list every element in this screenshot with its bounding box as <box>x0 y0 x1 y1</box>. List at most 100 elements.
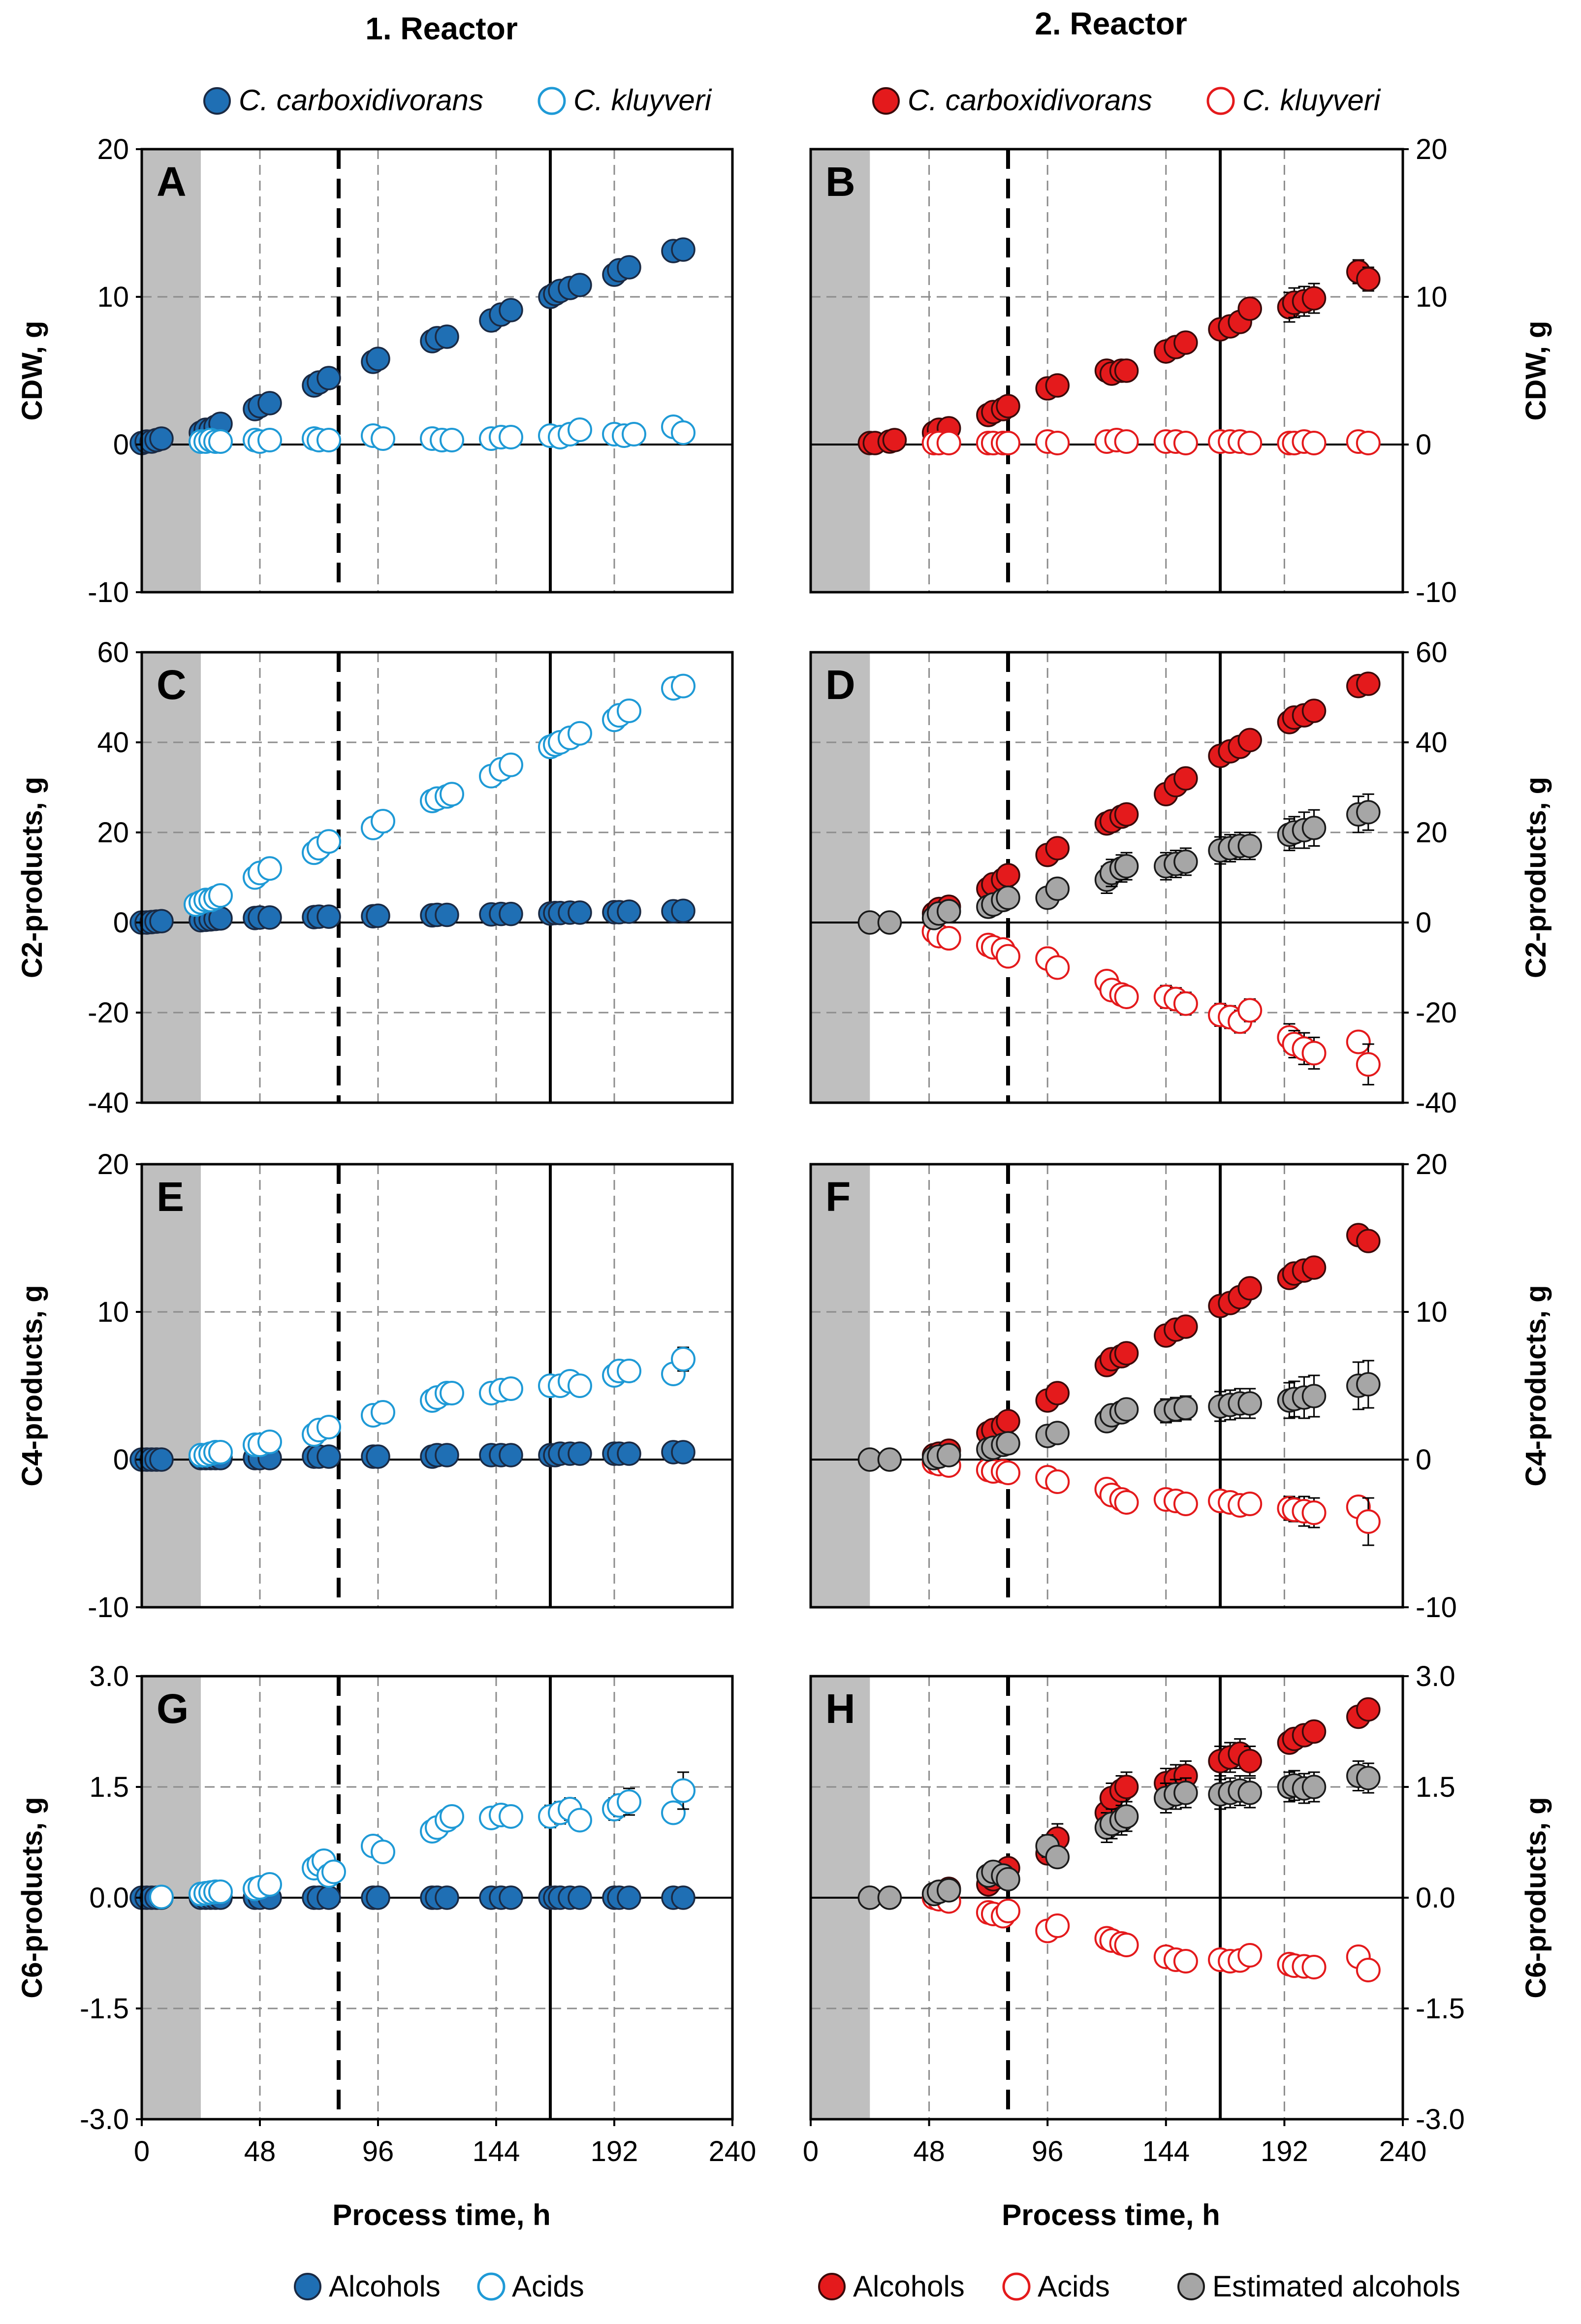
data-point <box>1173 1781 1198 1805</box>
data-point <box>671 1347 696 1371</box>
data-point <box>316 1444 341 1469</box>
legend-marker-estimated-alcohols-right <box>1177 2273 1205 2300</box>
shaded-region-f <box>811 1164 870 1607</box>
data-point <box>149 1447 174 1472</box>
data-point <box>499 425 523 449</box>
data-point <box>1356 671 1381 696</box>
data-point <box>440 1381 464 1405</box>
data-point <box>208 1440 233 1464</box>
data-point <box>257 1430 282 1454</box>
data-point <box>671 1440 696 1464</box>
data-point <box>996 1431 1020 1456</box>
data-point <box>1045 876 1070 901</box>
y-tick-label: 0 <box>113 1444 129 1476</box>
data-point <box>996 944 1020 969</box>
y-tick-label: 10 <box>1416 1296 1448 1328</box>
data-point <box>1045 1421 1070 1445</box>
y-tick-label: 20 <box>1416 133 1448 165</box>
data-point <box>1045 955 1070 980</box>
data-point <box>1356 1052 1381 1077</box>
data-point <box>371 1840 395 1864</box>
data-point <box>1173 766 1198 791</box>
panel-c: C -40 -20 0 20 40 60 C2-products, g <box>16 637 734 1119</box>
y-tick-label: 10 <box>1416 281 1448 313</box>
data-point <box>1114 1341 1139 1366</box>
panel-g: G -3.0 -1.5 0.0 1.5 3.0 C6-products, g 0 48 96 144… <box>16 1660 756 2167</box>
data-point <box>996 1461 1020 1485</box>
data-point <box>1045 836 1070 860</box>
data-point <box>366 903 390 928</box>
x-tick-label: 96 <box>1032 2135 1064 2167</box>
data-point <box>1356 1958 1381 1982</box>
panel-label-c: C <box>157 662 187 708</box>
data-point <box>149 909 174 934</box>
y-axis-title-g: C6-products, g <box>16 1797 48 1998</box>
x-tick-label: 192 <box>1261 2135 1308 2167</box>
data-point <box>1173 849 1198 874</box>
data-point <box>617 1789 641 1814</box>
legend-label-c-carboxidivorans-left: C. carboxidivorans <box>239 84 483 117</box>
data-point <box>1237 833 1262 859</box>
legend-marker-acids-right <box>1002 2272 1031 2301</box>
data-point <box>1237 1492 1263 1516</box>
panel-label-d: D <box>825 662 855 708</box>
panel-label-a: A <box>157 159 187 205</box>
legend-label-c-kluyveri-right: C. kluyveri <box>1242 84 1381 117</box>
data-point <box>316 904 341 929</box>
y-axis-title-d: C2-products, g <box>1520 777 1552 978</box>
data-point <box>1301 816 1327 840</box>
data-point <box>257 391 282 415</box>
y-tick-label: 0 <box>1416 907 1431 939</box>
data-point <box>996 1899 1020 1923</box>
plot-frame-a <box>140 148 734 594</box>
y-tick-label: -1.5 <box>1416 1993 1465 2025</box>
data-point <box>371 426 395 451</box>
data-point <box>1173 1492 1198 1516</box>
data-point <box>1045 431 1070 455</box>
y-tick-label: -20 <box>88 997 129 1029</box>
x-tick-label: 48 <box>913 2135 945 2167</box>
data-point <box>936 1443 961 1467</box>
data-point <box>499 752 523 777</box>
data-point <box>1045 1469 1070 1494</box>
data-point <box>208 1879 233 1904</box>
y-tick-label: 40 <box>1416 727 1448 759</box>
data-point <box>568 900 592 925</box>
data-point <box>316 428 341 452</box>
y-tick-label: 20 <box>97 133 129 165</box>
y-tick-label: 20 <box>1416 1148 1448 1180</box>
data-point <box>996 885 1020 910</box>
data-point <box>1114 1804 1139 1829</box>
column-title-left: 1. Reactor <box>365 11 517 46</box>
data-point <box>877 1885 902 1910</box>
y-tick-label: 40 <box>97 727 129 759</box>
data-point <box>1173 991 1198 1016</box>
data-point <box>996 1409 1020 1433</box>
data-point <box>316 366 341 390</box>
data-point <box>1173 330 1198 355</box>
data-point <box>936 926 961 951</box>
data-point <box>617 899 641 924</box>
shaded-region-c <box>142 652 201 1103</box>
data-point <box>568 1373 592 1398</box>
plot-frame-b <box>809 148 1404 594</box>
data-point <box>1356 1229 1381 1253</box>
data-point <box>435 324 459 349</box>
data-point <box>1173 1314 1198 1339</box>
y-tick-label: 60 <box>97 637 129 669</box>
panel-e: E -10 0 10 20 C4-products, g <box>16 1148 734 1624</box>
y-axis-title-h: C6-products, g <box>1520 1797 1552 1998</box>
data-point <box>617 1359 641 1383</box>
y-tick-label: 0 <box>113 907 129 939</box>
data-point <box>257 428 282 452</box>
x-axis-title-left: Process time, h <box>332 2198 551 2231</box>
top-legend-right: C. carboxidivorans C. kluyveri <box>872 84 1381 117</box>
data-point <box>257 1872 282 1897</box>
x-tick-label: 240 <box>1379 2135 1427 2167</box>
panel-label-h: H <box>825 1686 855 1732</box>
data-point <box>1114 1397 1139 1422</box>
series-f-2 <box>857 1360 1381 1472</box>
x-tick-label: 0 <box>803 2135 819 2167</box>
data-point <box>568 721 592 746</box>
